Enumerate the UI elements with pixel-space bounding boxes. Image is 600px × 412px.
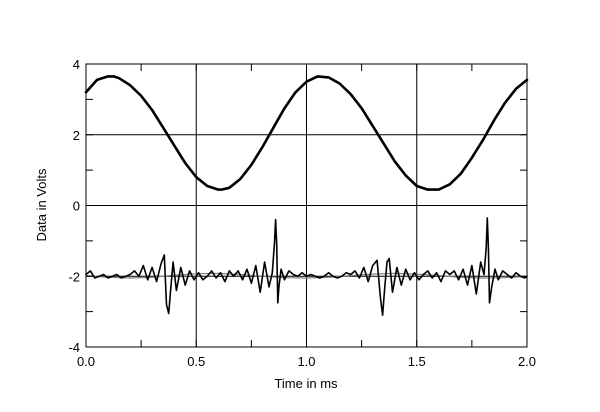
y-tick-label: 0 <box>73 199 80 214</box>
y-tick-label: 4 <box>73 57 80 72</box>
y-axis-title: Data in Volts <box>34 168 49 241</box>
x-tick-label: 1.5 <box>408 354 426 369</box>
y-tick-label: -2 <box>68 269 80 284</box>
series-reference-line <box>85 272 528 279</box>
x-tick-label: 1.0 <box>297 354 315 369</box>
x-axis-title: Time in ms <box>274 376 338 391</box>
series-layer <box>84 75 529 317</box>
y-tick-label: 2 <box>73 128 80 143</box>
grid <box>86 64 527 347</box>
ticks: 0.0 0.5 1.0 1.5 2.0 4 2 0 -2 -4 <box>68 57 536 369</box>
series-residual-line <box>85 217 528 317</box>
series-sine-line <box>84 75 529 191</box>
x-tick-label: 0.5 <box>187 354 205 369</box>
x-tick-label: 0.0 <box>77 354 95 369</box>
x-tick-label: 2.0 <box>518 354 536 369</box>
y-tick-label: -4 <box>68 340 80 355</box>
